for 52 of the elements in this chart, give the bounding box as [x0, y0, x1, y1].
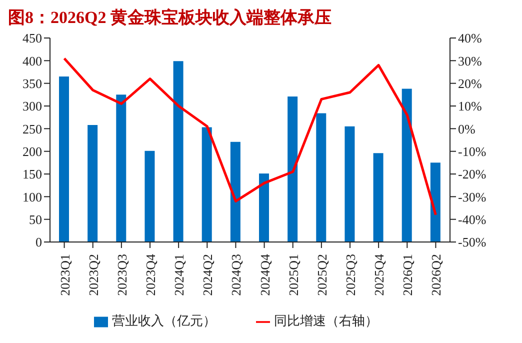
- x-tick-label: 2025Q1: [286, 254, 301, 296]
- x-tick-label: 2024Q1: [172, 254, 187, 296]
- bar: [173, 61, 184, 242]
- y-tick-label: 100: [22, 189, 42, 204]
- bar: [430, 162, 440, 242]
- y2-tick-label: -50%: [458, 234, 486, 250]
- y-tick-label: 0: [36, 234, 42, 250]
- x-tick-label: 2026Q1: [400, 254, 416, 296]
- bar: [144, 150, 155, 242]
- bar: [259, 174, 269, 242]
- x-tick-label: 2023Q2: [86, 254, 101, 296]
- bar: [373, 153, 384, 242]
- y-tick-label: 300: [22, 98, 42, 114]
- x-tick-label: 2023Q3: [114, 254, 130, 296]
- bar: [202, 127, 212, 242]
- legend-label: 营业收入（亿元）: [112, 313, 216, 328]
- y2-tick-label: 0%: [458, 121, 476, 136]
- y2-tick-label: -40%: [458, 212, 486, 227]
- bar: [316, 113, 326, 242]
- x-tick-label: 2026Q2: [428, 254, 444, 296]
- bar: [402, 88, 412, 242]
- y-tick-label: 450: [22, 30, 42, 46]
- y2-tick-label: -20%: [458, 166, 486, 182]
- y2-tick-label: 20%: [458, 76, 482, 91]
- bar: [230, 142, 240, 242]
- y2-tick-label: -10%: [458, 144, 486, 159]
- x-tick-label: 2025Q3: [343, 254, 358, 296]
- x-tick-label: 2023Q1: [57, 254, 72, 296]
- x-tick-label: 2024Q4: [257, 254, 272, 296]
- line-series: [63, 57, 437, 216]
- x-tick-label: 2024Q2: [200, 254, 216, 296]
- y2-tick-label: 30%: [458, 53, 482, 68]
- y2-tick-label: 10%: [458, 98, 482, 114]
- bar: [344, 126, 355, 242]
- bar: [288, 96, 298, 242]
- y-tick-label: 400: [22, 53, 42, 68]
- x-tick-label: 2025Q2: [314, 254, 330, 296]
- bar: [88, 125, 98, 242]
- x-tick-label: 2025Q4: [372, 254, 387, 296]
- legend-label: 同比增速（右轴）: [274, 313, 378, 328]
- y-tick-label: 150: [22, 166, 42, 182]
- x-tick-label: 2024Q3: [228, 254, 244, 296]
- y-tick-label: 50: [29, 212, 42, 227]
- y2-tick-label: -30%: [458, 189, 486, 204]
- y-tick-label: 250: [22, 121, 42, 136]
- y-tick-label: 200: [22, 144, 42, 159]
- x-tick-label: 2023Q4: [143, 254, 158, 296]
- bar: [116, 94, 126, 242]
- y2-tick-label: 40%: [458, 30, 482, 46]
- bar: [59, 76, 69, 242]
- chart-title: 图8：2026Q2 黄金珠宝板块收入端整体承压: [7, 7, 332, 29]
- y-tick-label: 350: [22, 76, 42, 91]
